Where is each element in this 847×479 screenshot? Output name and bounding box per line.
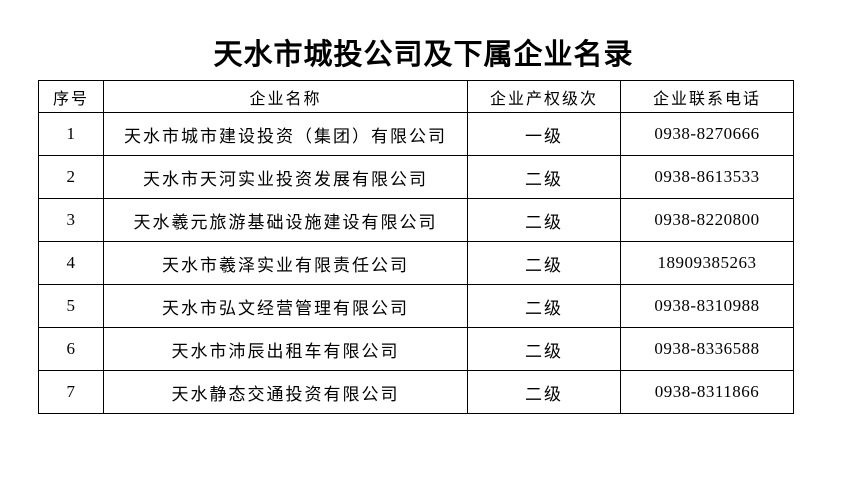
column-header-contact-phone: 企业联系电话: [620, 80, 794, 113]
company-directory-table: 序号 企业名称 企业产权级次 企业联系电话 1 天水市城市建设投资（集团）有限公…: [38, 80, 794, 414]
column-header-serial-number: 序号: [38, 80, 104, 113]
cell-serial-number: 4: [38, 241, 104, 285]
cell-contact-phone: 0938-8310988: [620, 284, 794, 328]
cell-company-name: 天水市城市建设投资（集团）有限公司: [103, 112, 468, 156]
cell-company-name: 天水市天河实业投资发展有限公司: [103, 155, 468, 199]
cell-company-name: 天水市沛辰出租车有限公司: [103, 327, 468, 371]
cell-ownership-level: 二级: [467, 155, 621, 199]
table-header-row: 序号 企业名称 企业产权级次 企业联系电话: [38, 80, 794, 113]
cell-ownership-level: 一级: [467, 112, 621, 156]
table-row: 6 天水市沛辰出租车有限公司 二级 0938-8336588: [38, 327, 794, 371]
cell-contact-phone: 18909385263: [620, 241, 794, 285]
cell-ownership-level: 二级: [467, 370, 621, 414]
cell-ownership-level: 二级: [467, 198, 621, 242]
cell-ownership-level: 二级: [467, 327, 621, 371]
table-row: 4 天水市羲泽实业有限责任公司 二级 18909385263: [38, 241, 794, 285]
cell-serial-number: 5: [38, 284, 104, 328]
cell-contact-phone: 0938-8613533: [620, 155, 794, 199]
table-row: 7 天水静态交通投资有限公司 二级 0938-8311866: [38, 370, 794, 414]
cell-company-name: 天水市弘文经营管理有限公司: [103, 284, 468, 328]
table-row: 2 天水市天河实业投资发展有限公司 二级 0938-8613533: [38, 155, 794, 199]
cell-serial-number: 3: [38, 198, 104, 242]
table-row: 5 天水市弘文经营管理有限公司 二级 0938-8310988: [38, 284, 794, 328]
page-title: 天水市城投公司及下属企业名录: [213, 39, 634, 71]
cell-serial-number: 2: [38, 155, 104, 199]
cell-contact-phone: 0938-8311866: [620, 370, 794, 414]
cell-company-name: 天水静态交通投资有限公司: [103, 370, 468, 414]
table-row: 3 天水羲元旅游基础设施建设有限公司 二级 0938-8220800: [38, 198, 794, 242]
cell-company-name: 天水羲元旅游基础设施建设有限公司: [103, 198, 468, 242]
column-header-ownership-level: 企业产权级次: [467, 80, 621, 113]
cell-serial-number: 6: [38, 327, 104, 371]
cell-contact-phone: 0938-8336588: [620, 327, 794, 371]
column-header-company-name: 企业名称: [103, 80, 468, 113]
cell-ownership-level: 二级: [467, 284, 621, 328]
cell-company-name: 天水市羲泽实业有限责任公司: [103, 241, 468, 285]
cell-serial-number: 1: [38, 112, 104, 156]
cell-ownership-level: 二级: [467, 241, 621, 285]
cell-serial-number: 7: [38, 370, 104, 414]
cell-contact-phone: 0938-8270666: [620, 112, 794, 156]
table-row: 1 天水市城市建设投资（集团）有限公司 一级 0938-8270666: [38, 112, 794, 156]
cell-contact-phone: 0938-8220800: [620, 198, 794, 242]
